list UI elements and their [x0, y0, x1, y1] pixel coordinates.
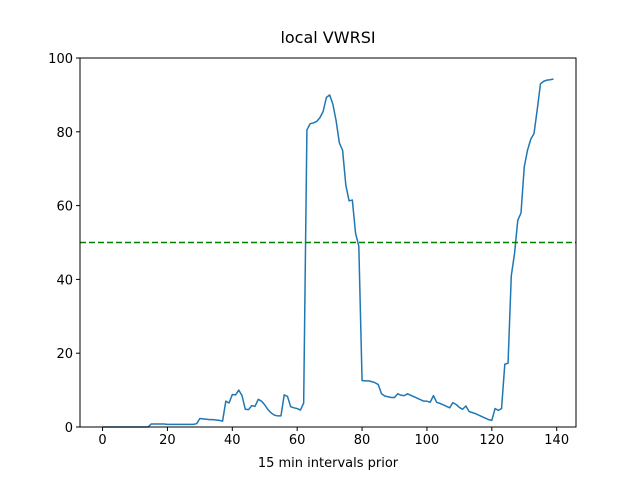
- x-tick-label: 60: [289, 433, 306, 448]
- y-tick-label: 40: [56, 273, 73, 288]
- x-tick-label: 40: [224, 433, 241, 448]
- plot-frame: [79, 57, 577, 428]
- x-tick-label: 140: [544, 433, 569, 448]
- x-tick-label: 0: [98, 433, 106, 448]
- x-tick-label: 80: [354, 433, 371, 448]
- y-tick-label: 60: [56, 200, 73, 215]
- x-tick-label: 100: [415, 433, 440, 448]
- x-tick-label: 120: [479, 433, 504, 448]
- data-line: [102, 78, 554, 428]
- x-axis-label: 15 min intervals prior: [258, 456, 399, 471]
- chart-title: local VWRSI: [280, 28, 375, 47]
- y-tick-label: 80: [56, 126, 73, 141]
- y-tick-label: 0: [65, 421, 73, 436]
- y-tick-label: 20: [56, 347, 73, 362]
- x-tick-label: 20: [159, 433, 176, 448]
- y-tick-label: 100: [48, 52, 73, 67]
